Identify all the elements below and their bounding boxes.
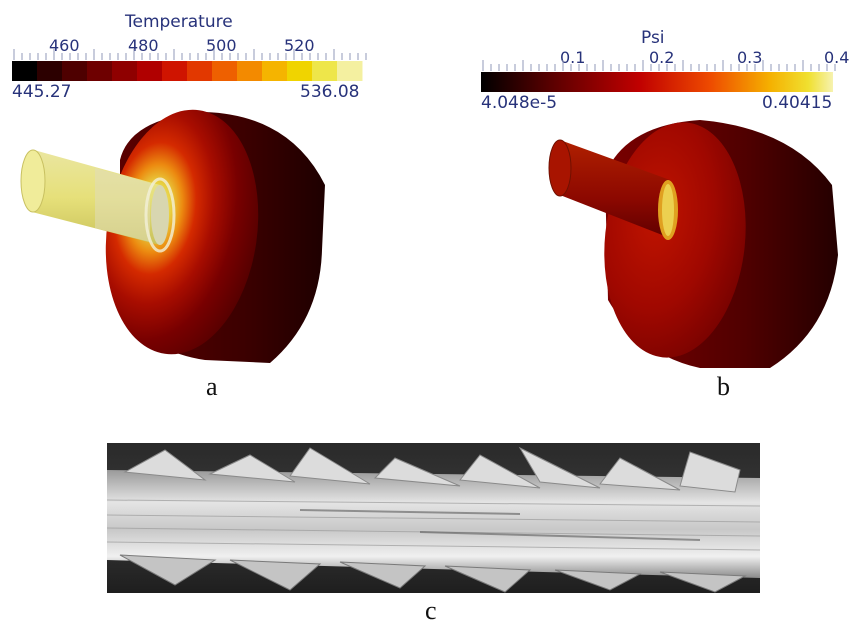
temperature-colorbar-segment [312, 61, 338, 81]
temperature-colorbar-segment [262, 61, 288, 81]
temperature-colorbar-segment [87, 61, 113, 81]
temperature-colorbar-segment [237, 61, 263, 81]
temperature-tick-marks [13, 49, 367, 60]
psi-min-label: 4.048e-5 [481, 93, 558, 113]
temperature-colorbar-segment [12, 61, 38, 81]
temperature-model-3d [20, 109, 325, 363]
psi-tick-label: 0.2 [649, 48, 675, 67]
temperature-tick-label: 520 [284, 36, 315, 55]
psi-tick-marks [482, 60, 836, 71]
temperature-tick-label: 480 [128, 36, 159, 55]
fracture-photograph [106, 443, 761, 593]
temperature-colorbar-segment [162, 61, 188, 81]
temperature-colorbar-segment [212, 61, 238, 81]
temperature-colorbar-segment [112, 61, 138, 81]
temperature-legend-title: Temperature [125, 12, 233, 32]
temperature-tick-label: 460 [49, 36, 80, 55]
psi-colorbar [481, 72, 833, 92]
panel-label-b: b [717, 372, 730, 401]
psi-legend-title: Psi [641, 28, 665, 48]
temperature-max-label: 536.08 [300, 82, 360, 102]
psi-tick-label: 0.1 [560, 48, 586, 67]
panel-label-c: c [425, 596, 437, 625]
temperature-colorbar-segment [37, 61, 63, 81]
temperature-colorbar-segment [287, 61, 313, 81]
panel-label-a: a [206, 372, 218, 401]
temperature-colorbar-segment [62, 61, 88, 81]
psi-model-3d [548, 120, 838, 368]
temperature-colorbar [12, 61, 363, 81]
psi-max-label: 0.40415 [762, 93, 833, 113]
temperature-colorbar-segment [337, 61, 363, 81]
temperature-colorbar-segment [137, 61, 163, 81]
temperature-min-label: 445.27 [12, 82, 72, 102]
psi-tick-label: 0.4 [824, 48, 850, 67]
psi-tick-label: 0.3 [737, 48, 763, 67]
temperature-colorbar-segment [187, 61, 213, 81]
